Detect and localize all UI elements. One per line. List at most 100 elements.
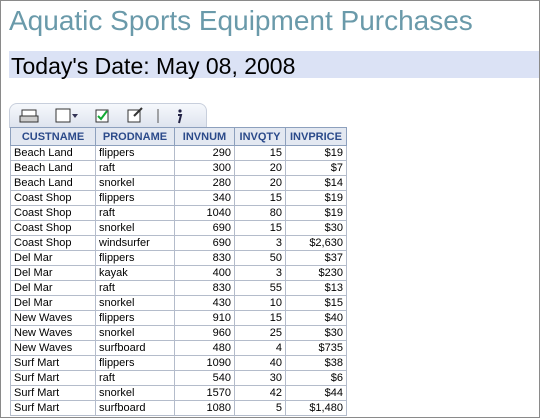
column-header[interactable]: INVPRICE	[285, 127, 347, 146]
table-row: New Waves snorkel 960 25 $30	[10, 325, 347, 341]
check-icon[interactable]	[95, 109, 109, 123]
header-row: CUSTNAME PRODNAME INVNUM INVQTY INVPRICE	[10, 127, 347, 146]
table-cell: 10	[234, 295, 286, 311]
table-cell: 1090	[174, 355, 235, 371]
table-cell: Coast Shop	[10, 220, 96, 236]
column-header[interactable]: PRODNAME	[95, 127, 175, 146]
table-cell: $30	[285, 325, 347, 341]
table-cell: $40	[285, 310, 347, 326]
print-icon[interactable]	[19, 109, 39, 123]
table-cell: 1040	[174, 205, 235, 221]
table-cell: $14	[285, 175, 347, 191]
table-cell: 300	[174, 160, 235, 176]
table-cell: 1080	[174, 400, 235, 416]
table-cell: 3	[234, 235, 286, 251]
table-cell: 40	[234, 355, 286, 371]
table-cell: Surf Mart	[10, 370, 96, 386]
table-row: Surf Mart raft 540 30 $6	[10, 370, 347, 386]
table-row: Surf Mart flippers 1090 40 $38	[10, 355, 347, 371]
date-text: Today's Date: May 08, 2008	[11, 53, 296, 79]
table-cell: $19	[285, 205, 347, 221]
table-cell: 340	[174, 190, 235, 206]
toolbar-icons	[19, 107, 183, 124]
table-cell: snorkel	[95, 175, 175, 191]
column-header[interactable]: INVNUM	[174, 127, 235, 146]
table-row: Coast Shop windsurfer 690 3 $2,630	[10, 235, 347, 251]
table-cell: kayak	[95, 265, 175, 281]
table-cell: 15	[234, 145, 286, 161]
table-cell: $30	[285, 220, 347, 236]
table-cell: 15	[234, 220, 286, 236]
table-cell: $19	[285, 145, 347, 161]
table-cell: 830	[174, 280, 235, 296]
export-icon[interactable]	[55, 108, 78, 123]
table-cell: $38	[285, 355, 347, 371]
table-cell: $44	[285, 385, 347, 401]
table-cell: $7	[285, 160, 347, 176]
table-cell: $13	[285, 280, 347, 296]
table-cell: 4	[234, 340, 286, 356]
table-row: Beach Land raft 300 20 $7	[10, 160, 347, 176]
info-icon[interactable]	[178, 109, 183, 124]
table-row: Del Mar raft 830 55 $13	[10, 280, 347, 296]
table-cell: New Waves	[10, 325, 96, 341]
table-cell: 480	[174, 340, 235, 356]
table-cell: snorkel	[95, 385, 175, 401]
table-row: New Waves surfboard 480 4 $735	[10, 340, 347, 356]
table-cell: flippers	[95, 310, 175, 326]
table-cell: Surf Mart	[10, 355, 96, 371]
table-cell: 15	[234, 310, 286, 326]
table-row: Beach Land snorkel 280 20 $14	[10, 175, 347, 191]
table-cell: $19	[285, 190, 347, 206]
table-row: Coast Shop snorkel 690 15 $30	[10, 220, 347, 236]
table-cell: 25	[234, 325, 286, 341]
table-cell: snorkel	[95, 295, 175, 311]
table-cell: Coast Shop	[10, 235, 96, 251]
table-cell: $230	[285, 265, 347, 281]
table-cell: 42	[234, 385, 286, 401]
table-cell: snorkel	[95, 220, 175, 236]
table-cell: $15	[285, 295, 347, 311]
table-cell: 540	[174, 370, 235, 386]
table-cell: Beach Land	[10, 145, 96, 161]
table-row: Del Mar snorkel 430 10 $15	[10, 295, 347, 311]
table-cell: 960	[174, 325, 235, 341]
table-cell: 400	[174, 265, 235, 281]
table-cell: Del Mar	[10, 250, 96, 266]
table-row: Del Mar flippers 830 50 $37	[10, 250, 347, 266]
table-cell: 290	[174, 145, 235, 161]
column-header[interactable]: CUSTNAME	[10, 127, 96, 146]
page-title: Aquatic Sports Equipment Purchases	[9, 5, 473, 36]
table-cell: 910	[174, 310, 235, 326]
table-row: Del Mar kayak 400 3 $230	[10, 265, 347, 281]
table-cell: Beach Land	[10, 175, 96, 191]
table-cell: Coast Shop	[10, 190, 96, 206]
table-cell: 690	[174, 220, 235, 236]
table-cell: New Waves	[10, 340, 96, 356]
table-cell: 3	[234, 265, 286, 281]
table-cell: surfboard	[95, 400, 175, 416]
table-cell: 1570	[174, 385, 235, 401]
table-cell: Del Mar	[10, 295, 96, 311]
table-cell: 20	[234, 160, 286, 176]
table-cell: flippers	[95, 355, 175, 371]
edit-icon[interactable]	[127, 107, 143, 123]
table-cell: 830	[174, 250, 235, 266]
table-cell: New Waves	[10, 310, 96, 326]
column-header[interactable]: INVQTY	[234, 127, 286, 146]
table-row: Coast Shop raft 1040 80 $19	[10, 205, 347, 221]
table-cell: Coast Shop	[10, 205, 96, 221]
table-cell: 50	[234, 250, 286, 266]
table-cell: 5	[234, 400, 286, 416]
table-row: Coast Shop flippers 340 15 $19	[10, 190, 347, 206]
table-cell: 690	[174, 235, 235, 251]
table-row: Surf Mart snorkel 1570 42 $44	[10, 385, 347, 401]
table-body: Beach Land flippers 290 15 $19 Beach Land raft…	[10, 145, 347, 416]
table-cell: Surf Mart	[10, 385, 96, 401]
table-cell: flippers	[95, 250, 175, 266]
table-row: Surf Mart surfboard 1080 5 $1,480	[10, 400, 347, 416]
table-cell: flippers	[95, 145, 175, 161]
table-cell: $6	[285, 370, 347, 386]
table-cell: 30	[234, 370, 286, 386]
